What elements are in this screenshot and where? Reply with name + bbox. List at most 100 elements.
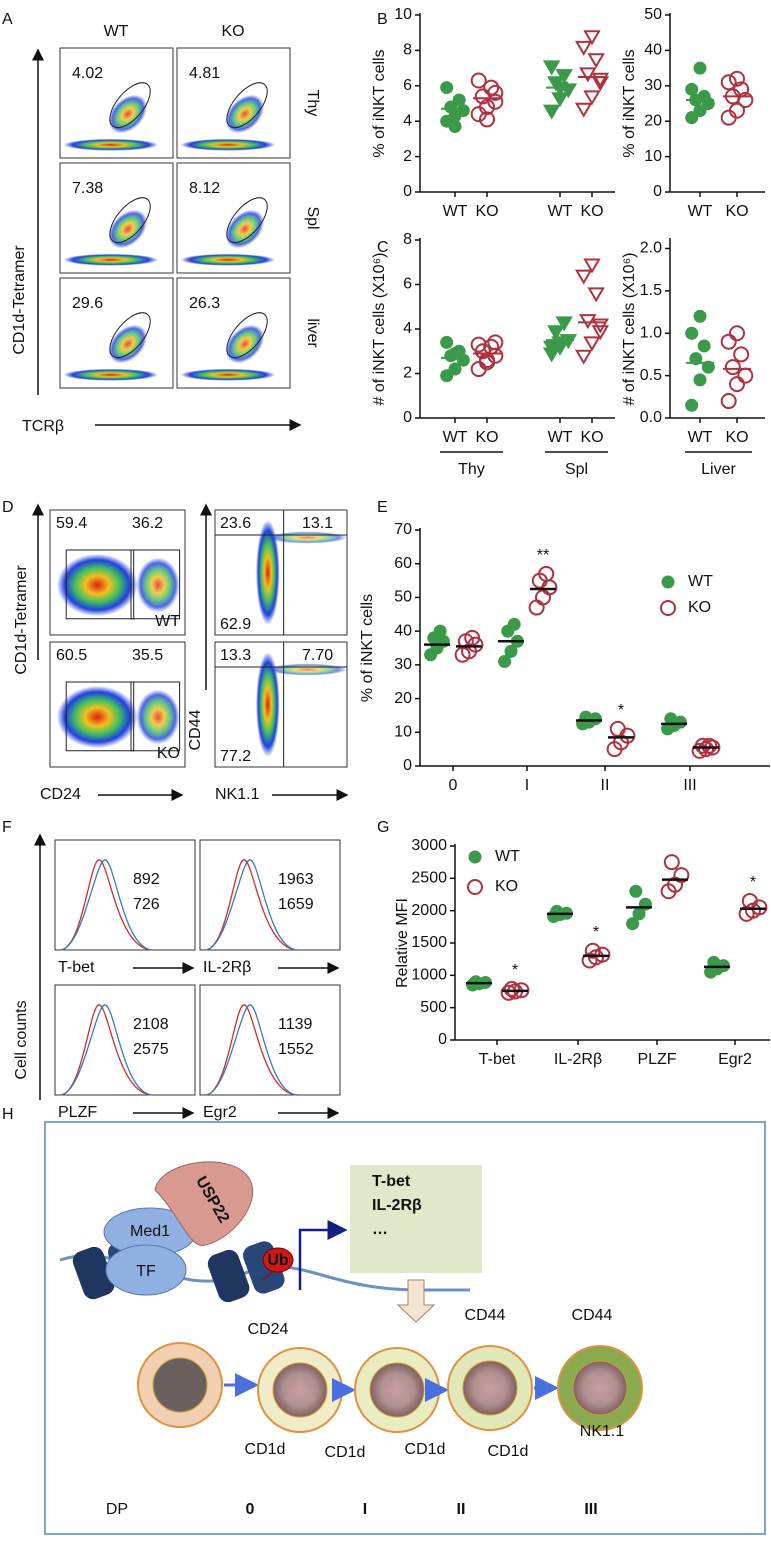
nucleus bbox=[462, 1360, 518, 1416]
transcription-arrow bbox=[298, 1220, 348, 1290]
data-point bbox=[587, 287, 605, 303]
target-gene: T-bet bbox=[372, 1173, 411, 1190]
x-tick-label: WT bbox=[443, 429, 468, 446]
y-axis-label: # of iNKT cells (X10⁶) bbox=[621, 252, 638, 405]
flow-density bbox=[180, 138, 276, 151]
gate bbox=[226, 197, 268, 244]
y-axis-label: % of iNKT cells bbox=[359, 594, 376, 702]
gate-value: 23.6 bbox=[220, 515, 251, 532]
row-label: Thy bbox=[304, 90, 321, 117]
surface-marker: CD1d bbox=[405, 1441, 446, 1458]
legend-label: KO bbox=[688, 599, 711, 616]
y-tick-label: 1.5 bbox=[640, 282, 662, 299]
data-point bbox=[698, 741, 714, 758]
data-point bbox=[591, 72, 610, 88]
flow-density bbox=[180, 368, 276, 381]
data-point bbox=[479, 99, 495, 116]
gate-value: 77.2 bbox=[220, 748, 251, 765]
y-tick-label: 70 bbox=[394, 521, 412, 538]
data-point bbox=[685, 111, 699, 125]
nucleus bbox=[152, 1357, 208, 1413]
panel-label: D bbox=[2, 499, 14, 516]
flow-density bbox=[108, 94, 148, 134]
flow-density bbox=[136, 689, 180, 745]
panel-label: A bbox=[2, 11, 13, 28]
surface-marker: CD24 bbox=[248, 1321, 289, 1338]
data-point bbox=[720, 393, 737, 410]
gate-value: 13.1 bbox=[302, 515, 333, 532]
data-point bbox=[724, 359, 741, 376]
data-point bbox=[697, 339, 711, 353]
x-tick-label: IL-2Rβ bbox=[554, 1051, 602, 1068]
x-tick-label: WT bbox=[688, 429, 713, 446]
y-tick-label: 0 bbox=[403, 183, 412, 200]
gate-value: 35.5 bbox=[132, 647, 163, 664]
data-point bbox=[591, 318, 610, 334]
data-point bbox=[574, 349, 593, 365]
surface-marker: CD1d bbox=[488, 1443, 529, 1460]
data-point bbox=[673, 867, 690, 884]
panel-label: G bbox=[377, 819, 389, 836]
histogram bbox=[59, 1004, 154, 1096]
data-point bbox=[693, 104, 707, 118]
group-label: Spl bbox=[565, 461, 588, 478]
data-point bbox=[467, 879, 483, 895]
y-tick-label: 0 bbox=[653, 183, 662, 200]
x-tick-label: WT bbox=[688, 203, 713, 220]
data-point bbox=[693, 373, 707, 387]
flow-density bbox=[225, 209, 265, 249]
flow-plot bbox=[199, 984, 341, 1096]
axis-label: Cell counts bbox=[13, 1000, 30, 1079]
axis-label: CD24 bbox=[40, 786, 81, 803]
axis-label: TCRβ bbox=[22, 418, 64, 435]
axis-label: CD1d-Tetramer bbox=[13, 565, 30, 675]
gate bbox=[65, 681, 135, 752]
gate-value: 8.12 bbox=[189, 180, 220, 197]
mfi-value: 892 bbox=[133, 871, 160, 888]
gate-value: 29.6 bbox=[72, 295, 103, 312]
data-point bbox=[448, 362, 462, 376]
x-tick-label: KO bbox=[475, 203, 498, 220]
mfi-value: 2575 bbox=[133, 1041, 169, 1058]
marker-label: PLZF bbox=[58, 1104, 97, 1121]
y-tick-label: 0 bbox=[403, 409, 412, 426]
data-point bbox=[693, 61, 707, 75]
flow-density bbox=[180, 253, 276, 266]
data-point bbox=[583, 336, 601, 352]
gate bbox=[226, 82, 268, 129]
data-point bbox=[720, 333, 737, 350]
gate-value: 7.38 bbox=[72, 180, 103, 197]
surface-marker: NK1.1 bbox=[580, 1423, 625, 1440]
y-tick-label: 30 bbox=[394, 656, 412, 673]
data-point bbox=[629, 884, 643, 898]
gate-value: 13.3 bbox=[220, 647, 251, 664]
y-tick-label: 8 bbox=[403, 231, 412, 248]
data-point bbox=[542, 340, 561, 356]
y-tick-label: 4 bbox=[403, 112, 412, 129]
y-tick-label: 50 bbox=[644, 6, 662, 23]
data-point bbox=[528, 599, 545, 616]
y-tick-label: 1.0 bbox=[640, 324, 662, 341]
surface-marker: CD44 bbox=[572, 1307, 613, 1324]
y-tick-label: 6 bbox=[403, 77, 412, 94]
x-tick-label: II bbox=[601, 777, 610, 794]
marker-label: Egr2 bbox=[203, 1104, 237, 1121]
data-point bbox=[733, 346, 750, 363]
y-tick-label: 3000 bbox=[411, 837, 447, 854]
data-point bbox=[479, 111, 495, 128]
nucleosome bbox=[72, 1246, 115, 1300]
flow-density bbox=[267, 663, 347, 676]
nucleus bbox=[272, 1362, 328, 1418]
data-point bbox=[555, 69, 573, 85]
flow-density bbox=[267, 531, 347, 544]
y-tick-label: 2000 bbox=[411, 902, 447, 919]
ubiquitin bbox=[262, 1247, 294, 1273]
significance: * bbox=[593, 924, 599, 941]
data-point bbox=[503, 980, 520, 997]
panel-label: C bbox=[377, 239, 389, 256]
data-point bbox=[574, 269, 593, 285]
sample-tag: WT bbox=[155, 613, 180, 630]
row-label: Spl bbox=[304, 206, 321, 229]
mfi-value: 1963 bbox=[278, 871, 314, 888]
